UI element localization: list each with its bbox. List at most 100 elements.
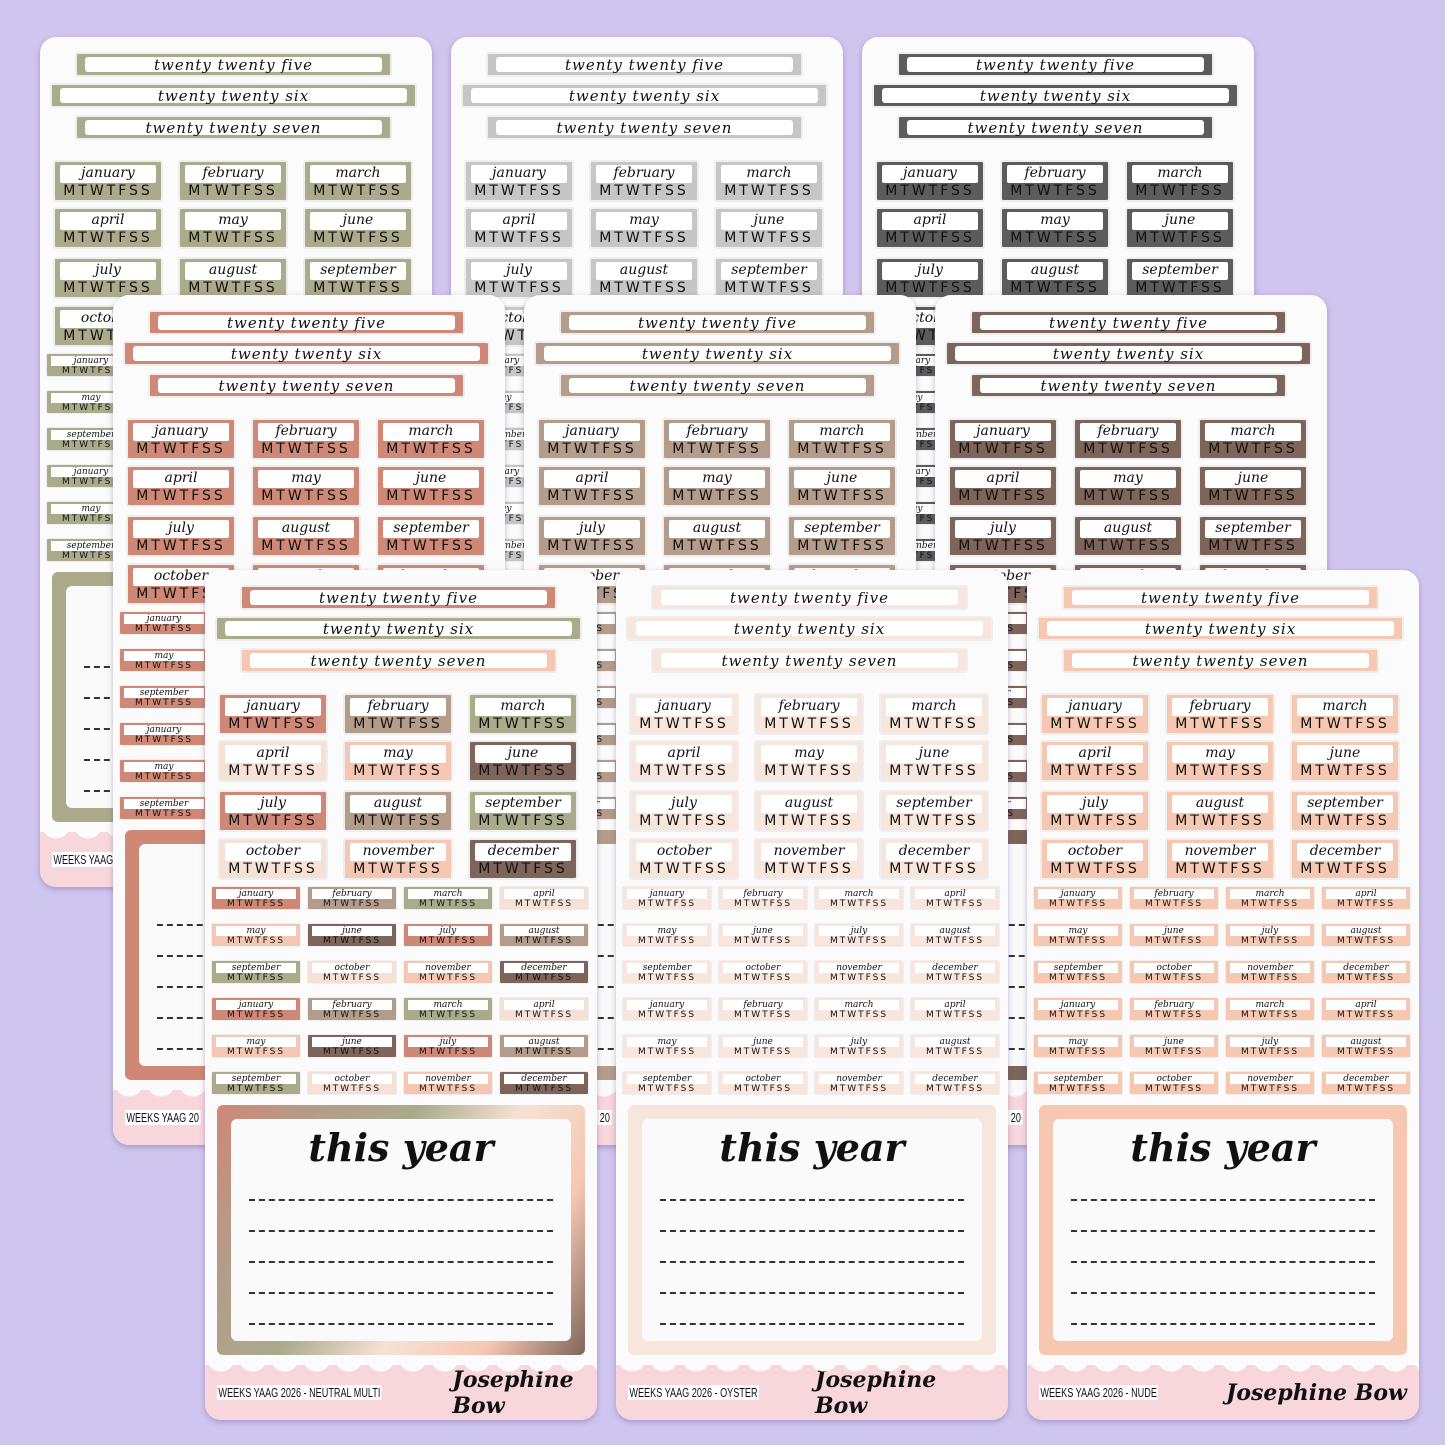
month-name: october <box>1047 843 1143 861</box>
weekdays: MTWTFSS <box>1050 716 1140 732</box>
month-name: september <box>124 799 204 809</box>
weekdays: MTWTFSS <box>1336 1010 1396 1020</box>
weekdays: MTWTFSS <box>1048 1084 1108 1094</box>
month-name: july <box>1230 1037 1310 1047</box>
weekdays: MTWTFSS <box>1240 1084 1300 1094</box>
month-label: march MTWTFSS <box>303 160 413 202</box>
month-label: july MTWTFSS <box>537 515 647 557</box>
year-banner: twenty twenty six <box>1037 616 1404 641</box>
weekdays: MTWTFSS <box>63 280 153 296</box>
month-name: february <box>1080 423 1176 441</box>
month-name: january <box>955 423 1051 441</box>
weekdays: MTWTFSS <box>188 230 278 246</box>
month-name: august <box>761 795 857 813</box>
month-name: april <box>915 889 995 899</box>
month-label: september MTWTFSS <box>1125 257 1235 299</box>
month-name: july <box>819 926 899 936</box>
year-banner: twenty twenty six <box>626 616 993 641</box>
weekdays: MTWTFSS <box>1048 1047 1108 1057</box>
weekdays: MTWTFSS <box>925 1010 985 1020</box>
weekdays: MTWTFSS <box>1240 899 1300 909</box>
weekdays: MTWTFSS <box>639 763 729 779</box>
month-name: september <box>51 430 131 440</box>
month-label: march MTWTFSS <box>714 160 824 202</box>
this-year-box: this year <box>217 1105 585 1355</box>
weekdays: MTWTFSS <box>1135 183 1225 199</box>
month-name: may <box>627 926 707 936</box>
month-name: january <box>1047 698 1143 716</box>
writing-line <box>249 1323 553 1325</box>
weekdays: MTWTFSS <box>637 899 697 909</box>
month-name: november <box>761 843 857 861</box>
weekdays: MTWTFSS <box>514 1084 574 1094</box>
weekdays: MTWTFSS <box>1010 280 1100 296</box>
month-name: august <box>504 926 584 936</box>
weekdays: MTWTFSS <box>136 538 226 554</box>
month-name: march <box>721 165 817 183</box>
weekdays: MTWTFSS <box>1240 936 1300 946</box>
year-label: twenty twenty seven <box>85 120 382 136</box>
weekdays: MTWTFSS <box>134 772 194 782</box>
month-name: march <box>819 889 899 899</box>
weekdays: MTWTFSS <box>1048 899 1108 909</box>
month-name: july <box>133 520 229 538</box>
weekdays: MTWTFSS <box>322 1084 382 1094</box>
month-name: july <box>1230 926 1310 936</box>
month-label: april MTWTFSS <box>1040 740 1150 782</box>
weekdays: MTWTFSS <box>639 716 729 732</box>
month-name: september <box>1297 795 1393 813</box>
month-label: february MTWTFSS <box>178 160 288 202</box>
month-name: july <box>408 926 488 936</box>
month-name: august <box>504 1037 584 1047</box>
month-name: august <box>185 262 281 280</box>
month-name: january <box>1038 889 1118 899</box>
month-name: july <box>544 520 640 538</box>
month-name: january <box>216 1000 296 1010</box>
month-label: april MTWTFSS <box>537 465 647 507</box>
weekdays: MTWTFSS <box>61 551 121 561</box>
year-label: twenty twenty seven <box>980 378 1277 394</box>
month-name: february <box>350 698 446 716</box>
month-name: march <box>794 423 890 441</box>
month-name: december <box>886 843 982 861</box>
year-banner: twenty twenty six <box>123 341 490 366</box>
weekdays: MTWTFSS <box>925 973 985 983</box>
weekdays: MTWTFSS <box>322 899 382 909</box>
month-name: december <box>475 843 571 861</box>
weekdays: MTWTFSS <box>889 763 979 779</box>
month-label: january MTWTFSS <box>126 418 236 460</box>
month-name: march <box>1230 1000 1310 1010</box>
year-label: twenty twenty five <box>980 315 1277 331</box>
weekdays: MTWTFSS <box>733 1010 793 1020</box>
month-name: april <box>225 745 321 763</box>
month-name: december <box>1297 843 1393 861</box>
weekdays: MTWTFSS <box>228 763 318 779</box>
year-banner: twenty twenty five <box>240 585 557 610</box>
month-label: april MTWTFSS <box>629 740 739 782</box>
this-year-box: this year <box>628 1105 996 1355</box>
year-label: twenty twenty five <box>1072 590 1369 606</box>
weekdays: MTWTFSS <box>63 183 153 199</box>
month-name: january <box>133 423 229 441</box>
year-label: twenty twenty six <box>882 88 1229 104</box>
month-name: may <box>124 651 204 661</box>
month-name: august <box>915 1037 995 1047</box>
sheet-title: WEEKS YAAG <box>52 852 115 867</box>
weekdays: MTWTFSS <box>1144 1010 1204 1020</box>
weekdays: MTWTFSS <box>226 1084 286 1094</box>
month-name: january <box>51 467 131 477</box>
